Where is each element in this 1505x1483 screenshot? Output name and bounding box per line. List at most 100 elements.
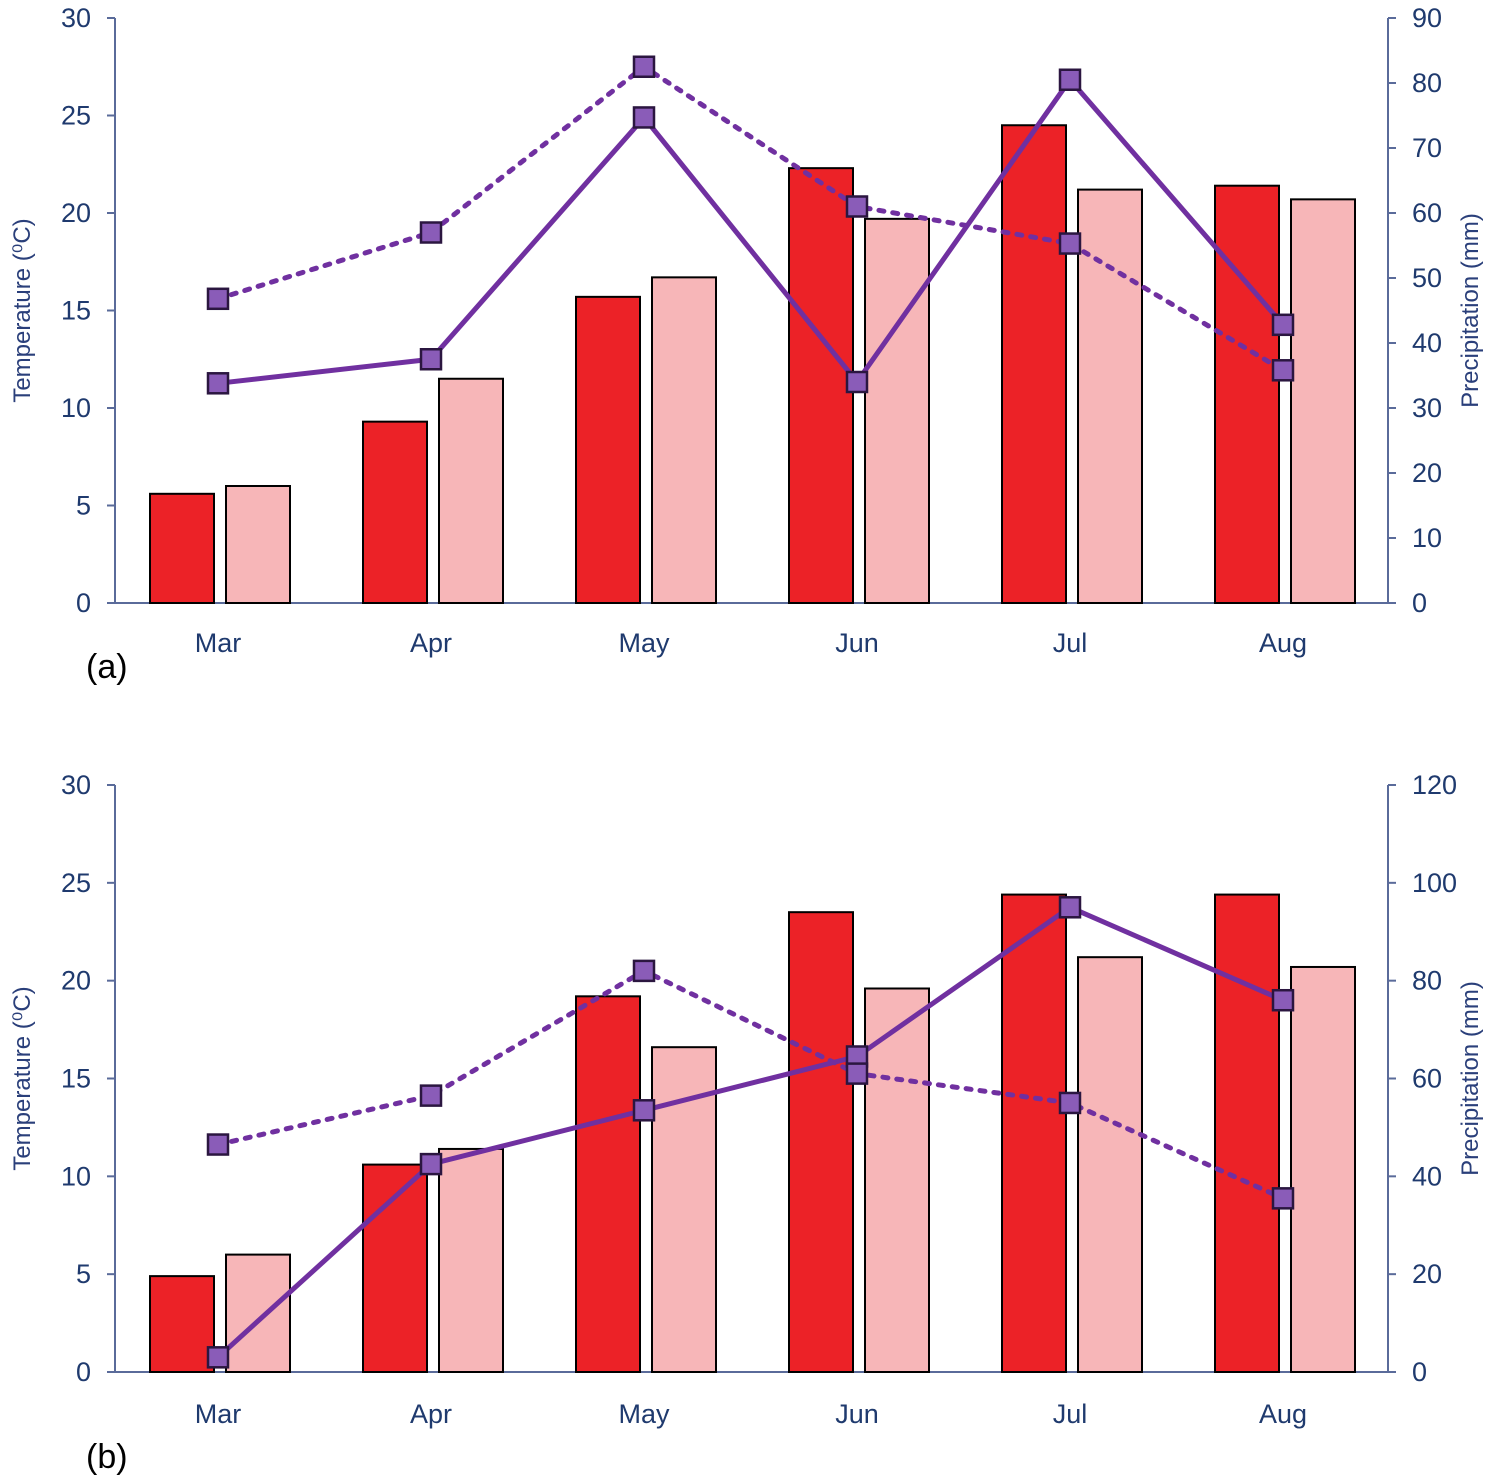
y-right-tick-label: 120 <box>1412 770 1457 800</box>
y-right-tick-label: 60 <box>1412 198 1442 228</box>
line-solid <box>216 904 1284 1360</box>
bar-series-1-apr <box>362 420 428 604</box>
marker-dotted-may <box>632 55 656 78</box>
y-right-tick-label: 30 <box>1412 393 1442 423</box>
marker-dotted-aug <box>1271 359 1295 382</box>
x-tick-label: Aug <box>1259 1399 1307 1429</box>
chart-panel-b: 0 5 10 15 20 25 30 0 20 40 60 80 100 120 Mar Apr May Jun J… <box>9 770 1484 1476</box>
marker-solid-may <box>632 1099 656 1122</box>
marker-dotted-apr <box>419 221 443 244</box>
x-tick-label: Jun <box>835 1399 879 1429</box>
x-tick-label: Mar <box>195 1399 242 1429</box>
bar-series-1-mar <box>149 1275 215 1373</box>
line-dotted <box>215 968 1286 1201</box>
marker-solid-mar <box>206 372 230 395</box>
marker-dotted-apr <box>419 1084 443 1107</box>
y-left-tick-label: 30 <box>61 3 91 33</box>
marker-dotted-may <box>632 959 656 983</box>
y-right-axis-title: Precipitation (mm) <box>1457 213 1484 408</box>
y-left-tick-label: 0 <box>76 588 91 618</box>
bar-series-2-apr <box>438 1147 504 1373</box>
bar-series-2-jun <box>864 987 930 1373</box>
bar-series-1-jun <box>788 911 854 1374</box>
marker-solid-aug <box>1271 313 1295 337</box>
bar-series-1-mar <box>149 492 215 604</box>
marker-solid-jun <box>845 370 869 394</box>
marker-dotted-aug <box>1271 1187 1295 1210</box>
y-right-tick-label: 40 <box>1412 1161 1442 1191</box>
marker-dotted-mar <box>206 1133 230 1156</box>
y-left-tick-label: 30 <box>61 770 91 800</box>
marker-solid-may <box>632 106 656 129</box>
bar-series-1-may <box>575 995 641 1373</box>
marker-dotted-jul <box>1058 232 1082 255</box>
bar-series-1-jun <box>788 167 854 604</box>
bar-series-2-jun <box>864 217 930 604</box>
y-right-tick-label: 20 <box>1412 1259 1442 1289</box>
bar-series-2-aug <box>1290 965 1356 1373</box>
marker-dotted-mar <box>206 287 230 311</box>
marker-solid-aug <box>1271 988 1295 1012</box>
marker-dotted-jul <box>1058 1091 1082 1115</box>
y-right-axis-title: Precipitation (mm) <box>1457 981 1484 1176</box>
y-right-tick-label: 70 <box>1412 133 1442 163</box>
bar-series-2-mar <box>225 1253 291 1373</box>
line-solid <box>217 77 1285 386</box>
y-left-tick-label: 5 <box>76 491 91 521</box>
bar-series-1-jul <box>1001 124 1067 604</box>
bar-series-1-may <box>575 295 641 604</box>
y-left-tick-label: 20 <box>61 966 91 996</box>
y-left-tick-label: 0 <box>76 1357 91 1387</box>
marker-dotted-jun <box>845 1062 869 1085</box>
y-left-tick-label: 10 <box>61 1161 91 1191</box>
y-right-tick-label: 100 <box>1412 868 1457 898</box>
marker-dotted-jun <box>845 195 869 218</box>
y-left-tick-label: 15 <box>61 296 91 326</box>
bar-series-2-apr <box>438 377 504 604</box>
x-tick-label: Apr <box>410 628 452 658</box>
bar-series-1-aug <box>1214 184 1280 604</box>
y-right-tick-label: 80 <box>1412 68 1442 98</box>
bar-series-1-apr <box>362 1163 428 1374</box>
x-tick-label: Aug <box>1259 628 1307 658</box>
y-left-tick-label: 15 <box>61 1064 91 1094</box>
y-right-tick-label: 40 <box>1412 328 1442 358</box>
bar-series-2-aug <box>1290 198 1356 604</box>
marker-solid-jul <box>1058 896 1082 919</box>
line-dotted <box>215 64 1286 373</box>
x-tick-label: May <box>618 1399 670 1429</box>
y-left-tick-label: 25 <box>61 868 91 898</box>
bar-series-1-jul <box>1001 893 1067 1373</box>
bar-series-2-jul <box>1077 956 1143 1373</box>
bar-series-2-mar <box>225 485 291 604</box>
y-right-tick-label: 60 <box>1412 1064 1442 1094</box>
y-right-tick-label: 20 <box>1412 458 1442 488</box>
marker-solid-jul <box>1058 68 1082 91</box>
y-right-tick-label: 50 <box>1412 263 1442 293</box>
y-left-tick-label: 10 <box>61 393 91 423</box>
panel-label: (b) <box>86 1438 128 1476</box>
y-left-tick-label: 5 <box>76 1259 91 1289</box>
y-right-tick-label: 0 <box>1412 588 1427 618</box>
y-left-tick-label: 25 <box>61 101 91 131</box>
x-tick-label: May <box>618 628 670 658</box>
x-tick-label: Mar <box>195 628 242 658</box>
y-right-tick-label: 80 <box>1412 966 1442 996</box>
marker-solid-apr <box>419 1152 443 1176</box>
marker-solid-mar <box>206 1346 230 1369</box>
x-tick-label: Apr <box>410 1399 452 1429</box>
y-right-tick-label: 90 <box>1412 3 1442 33</box>
y-right-tick-label: 10 <box>1412 523 1442 553</box>
x-tick-label: Jul <box>1053 1399 1088 1429</box>
y-left-tick-label: 20 <box>61 198 91 228</box>
x-tick-label: Jul <box>1053 628 1088 658</box>
y-left-axis-title: Temperature (⁰C) <box>9 218 36 402</box>
marker-solid-apr <box>419 348 443 371</box>
chart-panel-a: 0 5 10 15 20 25 30 0 10 20 30 40 50 60 70 80 90 Mar Apr May… <box>9 3 1484 686</box>
bar-series-1-aug <box>1214 893 1280 1373</box>
x-tick-label: Jun <box>835 628 879 658</box>
y-left-axis-title: Temperature (⁰C) <box>9 986 36 1170</box>
bar-series-2-may <box>651 276 717 604</box>
panel-label: (a) <box>86 648 128 686</box>
